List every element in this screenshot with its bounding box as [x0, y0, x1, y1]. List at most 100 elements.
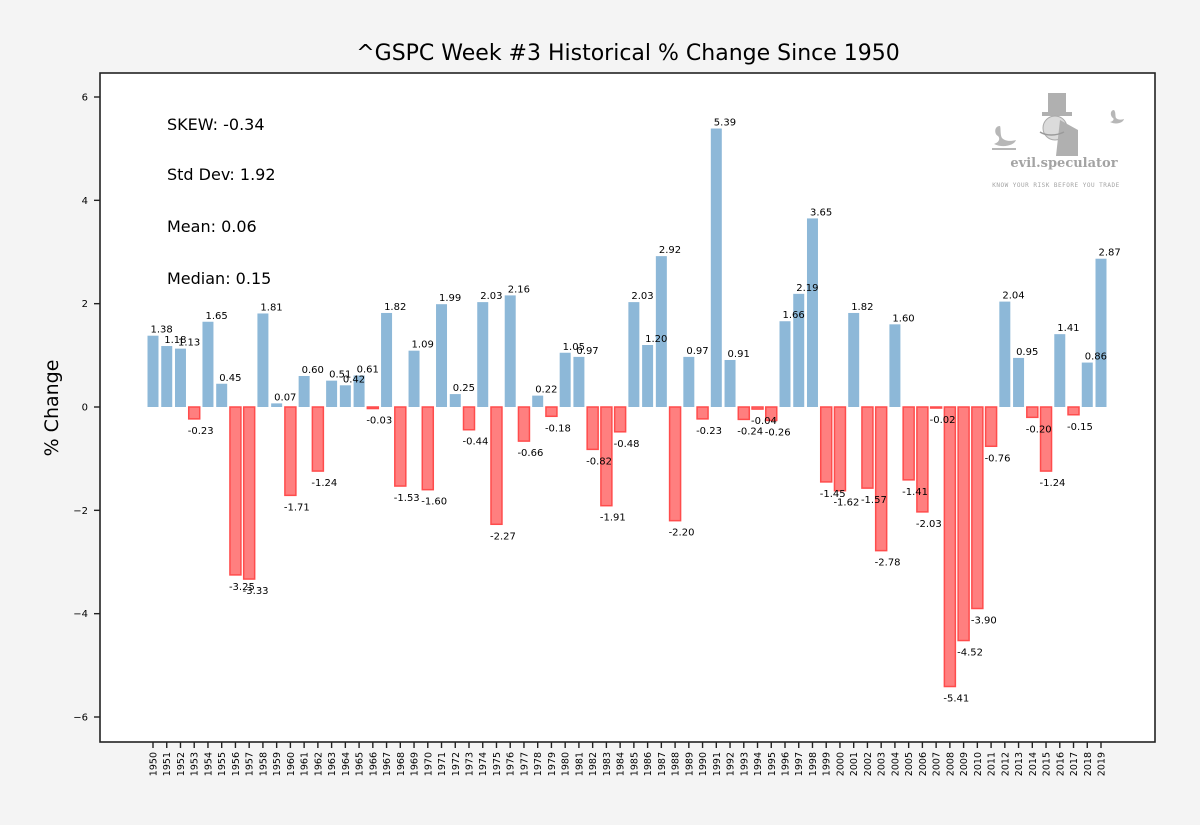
villain-mascot-icon: [1039, 93, 1078, 156]
x-tick-label-2004: 2004: [890, 752, 901, 776]
x-tick-label-1973: 1973: [465, 752, 476, 776]
x-tick-label-2000: 2000: [835, 752, 846, 776]
x-tick-label-2006: 2006: [918, 752, 929, 776]
y-axis-label: % Change: [41, 360, 63, 457]
mean-annotation: Mean: 0.06: [167, 217, 257, 236]
y-tick-label: −2: [73, 506, 88, 517]
bar-2000: [833, 406, 847, 492]
x-tick-label-2005: 2005: [904, 752, 915, 776]
bar-label-2011: -0.76: [985, 453, 1011, 464]
bar-label-1980: 1.05: [563, 342, 585, 353]
bar-label-1973: -0.44: [463, 437, 489, 448]
bar-label-1974: 2.03: [480, 291, 502, 302]
bar-1981: [573, 356, 585, 407]
bar-1962: [311, 406, 325, 472]
bar-label-1958: 1.81: [260, 302, 282, 313]
chart-title: ^GSPC Week #3 Historical % Change Since …: [356, 41, 900, 66]
bar-1974: [477, 302, 489, 407]
x-tick-label-1993: 1993: [739, 752, 750, 776]
bar-label-1991: 5.39: [714, 118, 736, 129]
median-annotation: Median: 0.15: [167, 269, 271, 288]
bar-label-2016: 1.41: [1057, 323, 1079, 334]
bar-1991: [710, 128, 722, 407]
x-tick-label-1992: 1992: [726, 752, 737, 776]
bar-1997: [793, 293, 805, 407]
bar-label-1954: 1.65: [205, 311, 227, 322]
bar-1978: [532, 395, 544, 407]
skew-annotation: SKEW: -0.34: [167, 115, 265, 134]
y-tick-label: −4: [73, 609, 88, 620]
bar-1977: [517, 406, 531, 442]
bar-label-1966: -0.03: [366, 416, 392, 427]
x-tick-label-1970: 1970: [423, 752, 434, 776]
x-tick-label-1981: 1981: [574, 752, 585, 776]
x-tick-label-2018: 2018: [1083, 752, 1094, 776]
x-tick-label-1950: 1950: [149, 752, 160, 776]
bar-label-2013: 0.95: [1016, 347, 1038, 358]
bar-label-1983: -1.91: [600, 513, 626, 524]
bar-label-1969: 1.09: [412, 340, 434, 351]
bar-1980: [559, 352, 571, 407]
bar-label-2009: -4.52: [957, 648, 983, 659]
x-tick-label-1972: 1972: [451, 752, 462, 776]
bar-2002: [861, 406, 874, 489]
bar-1960: [284, 406, 297, 497]
swan-icon: [992, 126, 1016, 150]
x-tick-label-1986: 1986: [643, 752, 654, 776]
bar-label-1978: 0.22: [535, 385, 557, 396]
bar-2015: [1039, 406, 1053, 472]
bar-1987: [655, 256, 667, 407]
bar-label-1989: 0.97: [686, 346, 708, 357]
bar-2014: [1026, 406, 1039, 419]
x-tick-label-2019: 2019: [1097, 752, 1108, 776]
x-tick-label-1979: 1979: [547, 752, 558, 776]
plot-frame: [99, 72, 1156, 743]
bar-label-2004: 1.60: [892, 313, 914, 324]
bar-label-2007: -0.02: [930, 415, 956, 426]
bar-label-1981: 0.97: [576, 346, 598, 357]
x-tick-label-2016: 2016: [1055, 752, 1066, 776]
bar-label-1999: -1.45: [820, 489, 846, 500]
y-tick-label: 4: [82, 196, 88, 207]
bar-label-1987: 2.92: [659, 245, 681, 256]
bar-label-1985: 2.03: [631, 291, 653, 302]
bar-1995: [765, 406, 778, 422]
bar-1969: [408, 350, 420, 407]
bar-2007: [929, 406, 943, 409]
bar-label-1990: -0.23: [696, 426, 722, 437]
x-tick-label-1975: 1975: [492, 752, 503, 776]
bar-label-2000: -1.62: [833, 498, 859, 509]
bar-label-1982: -0.82: [586, 456, 612, 467]
bar-label-2010: -3.90: [971, 616, 997, 627]
bar-label-1956: -3.25: [229, 582, 255, 593]
bar-label-1984: -0.48: [614, 439, 640, 450]
x-tick-label-2015: 2015: [1042, 752, 1053, 776]
watermark-tagline: KNOW YOUR RISK BEFORE YOU TRADE: [992, 182, 1119, 189]
bar-2018: [1081, 362, 1093, 407]
bar-2012: [999, 301, 1011, 407]
bar-1986: [642, 345, 654, 407]
bar-label-1979: -0.18: [545, 423, 571, 434]
y-tick-label: 6: [82, 93, 88, 104]
bar-2003: [874, 406, 888, 552]
x-tick-label-2011: 2011: [987, 752, 998, 776]
x-tick-label-1980: 1980: [561, 752, 572, 776]
bar-label-2019: 2.87: [1099, 248, 1121, 259]
bar-label-1997: 2.19: [796, 283, 818, 294]
bar-label-1962: -1.24: [311, 478, 337, 489]
bar-1976: [504, 295, 516, 407]
x-tick-label-1956: 1956: [231, 752, 242, 776]
x-tick-label-1995: 1995: [767, 752, 778, 776]
bar-label-1950: 1.38: [151, 325, 173, 336]
x-tick-label-1951: 1951: [162, 752, 173, 776]
bar-1966: [366, 406, 380, 410]
bar-label-2001: 1.82: [851, 302, 873, 313]
bar-2001: [848, 312, 860, 407]
bar-1973: [462, 406, 476, 431]
x-tick-label-2001: 2001: [849, 752, 860, 776]
x-tick-label-2010: 2010: [973, 752, 984, 776]
x-tick-label-1954: 1954: [203, 752, 214, 776]
x-tick-label-2014: 2014: [1028, 752, 1039, 776]
std-dev-annotation: Std Dev: 1.92: [167, 165, 276, 184]
x-tick-label-1976: 1976: [506, 752, 517, 776]
